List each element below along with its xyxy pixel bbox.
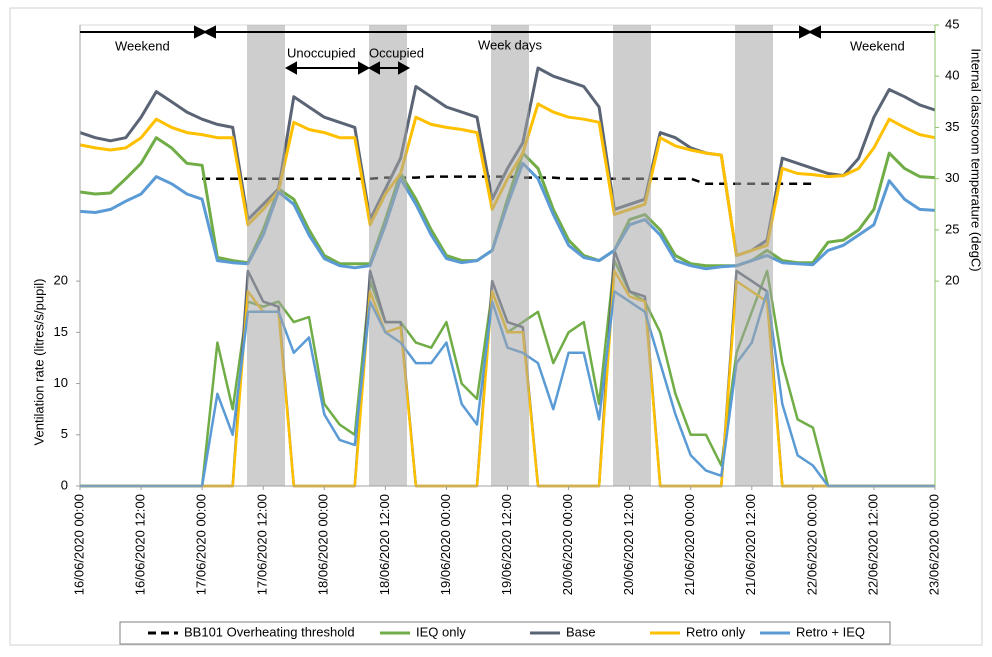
x-tick-label: 17/06/2020 12:00 <box>255 494 270 595</box>
y2-tick-label: 20 <box>945 273 959 288</box>
legend <box>119 621 891 645</box>
annotation: Week days <box>478 37 543 52</box>
arrow-head <box>398 61 411 75</box>
x-tick-label: 19/06/2020 00:00 <box>438 494 453 595</box>
x-tick-label: 20/06/2020 12:00 <box>621 494 636 595</box>
x-tick-label: 16/06/2020 12:00 <box>133 494 148 595</box>
annotation-arrows <box>80 25 935 75</box>
legend-label: Retro only <box>686 624 746 639</box>
occupied-bands <box>247 25 773 486</box>
annotation: Weekend <box>850 38 905 53</box>
occupied-band <box>491 25 529 486</box>
y2-tick-label: 35 <box>945 119 959 134</box>
x-tick-label: 23/06/2020 00:00 <box>926 494 941 595</box>
y2-tick-label: 40 <box>945 68 959 83</box>
legend-label: IEQ only <box>416 624 466 639</box>
x-tick-label: 22/06/2020 12:00 <box>865 494 880 595</box>
y-tick-label: 20 <box>54 273 68 288</box>
arrow-head <box>284 61 297 75</box>
annotation: Unoccupied <box>287 45 356 60</box>
x-tick-label: 16/06/2020 00:00 <box>71 494 86 595</box>
y-tick-label: 5 <box>61 426 68 441</box>
x-tick-label: 18/06/2020 00:00 <box>316 494 331 595</box>
legend-label: Retro + IEQ <box>796 624 865 639</box>
x-tick-label: 20/06/2020 00:00 <box>560 494 575 595</box>
x-tick-label: 21/06/2020 12:00 <box>743 494 758 595</box>
y-tick-label: 10 <box>54 375 68 390</box>
annotation: Weekend <box>115 38 170 53</box>
y-tick-label: 15 <box>54 324 68 339</box>
arrow-head <box>358 61 371 75</box>
x-tick-label: 18/06/2020 12:00 <box>377 494 392 595</box>
occupied-band <box>247 25 285 486</box>
annotation: Occupied <box>369 45 424 60</box>
x-tick-label: 17/06/2020 00:00 <box>194 494 209 595</box>
legend-label: BB101 Overheating threshold <box>184 624 355 639</box>
arrow-head <box>799 25 813 39</box>
arrow-head <box>367 61 380 75</box>
x-tick-label: 22/06/2020 00:00 <box>804 494 819 595</box>
y2-tick-label: 25 <box>945 221 959 236</box>
occupied-band <box>369 25 407 486</box>
arrow-head <box>194 25 208 39</box>
y-tick-label: 0 <box>61 477 68 492</box>
y2-tick-label: 45 <box>945 16 959 31</box>
x-tick-label: 19/06/2020 12:00 <box>499 494 514 595</box>
legend-label: Base <box>566 624 596 639</box>
arrow-head <box>807 25 821 39</box>
arrow-head <box>202 25 216 39</box>
chart-frame <box>9 7 983 646</box>
legend-items: BB101 Overheating threshold IEQ only Base R… <box>148 624 865 639</box>
y2-tick-label: 30 <box>945 170 959 185</box>
occupied-band <box>613 25 651 486</box>
temperature-line <box>202 175 813 186</box>
occupied-band <box>735 25 773 486</box>
y-axis-label: Ventilation rate (litres/s/pupil) <box>31 279 46 446</box>
y2-axis-label: Internal classroom temperature (degC) <box>969 48 984 271</box>
x-tick-label: 21/06/2020 00:00 <box>682 494 697 595</box>
